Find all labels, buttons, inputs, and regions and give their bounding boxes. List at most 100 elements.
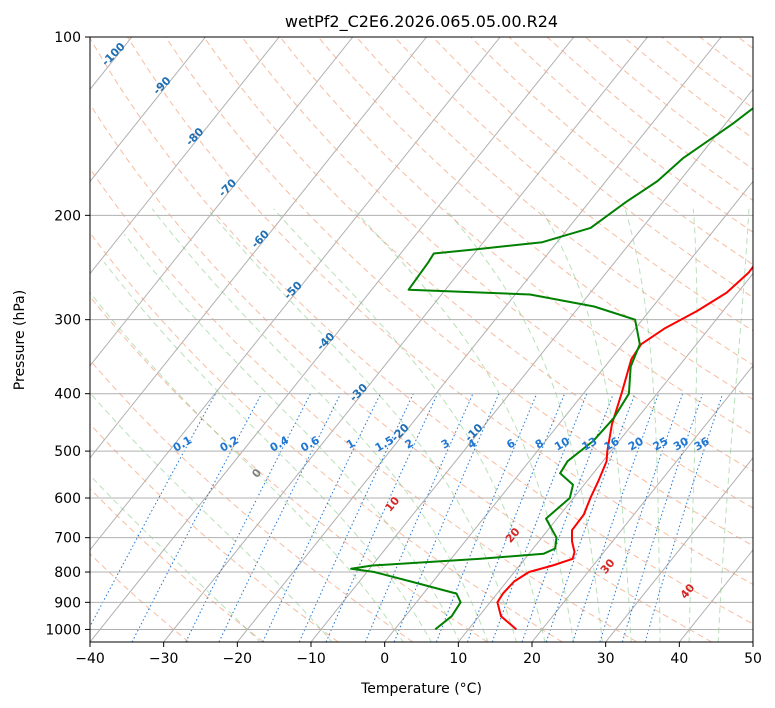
dry-adiabat-line bbox=[127, 37, 753, 586]
moist-adiabat-line bbox=[717, 208, 750, 642]
mixing-ratio-line bbox=[621, 393, 704, 642]
mixing-ratio-line bbox=[467, 393, 566, 642]
moist-adiabat-line bbox=[624, 208, 661, 642]
mixing-ratio-line bbox=[644, 393, 724, 642]
moist-adiabat-line bbox=[90, 392, 333, 642]
dry-adiabat-label: -70 bbox=[216, 176, 239, 199]
y-axis-title: Pressure (hPa) bbox=[12, 290, 28, 390]
isotherm-line bbox=[90, 37, 280, 275]
dry-adiabat-line bbox=[90, 167, 638, 642]
x-tick-label: 0 bbox=[380, 651, 389, 667]
mixing-ratio-line bbox=[491, 393, 588, 642]
dry-adiabat-line bbox=[90, 359, 414, 642]
dry-adiabat-line bbox=[699, 37, 753, 79]
x-tick-label: 20 bbox=[523, 651, 541, 667]
isotherm-line bbox=[90, 37, 501, 551]
y-tick-label: 900 bbox=[54, 595, 81, 611]
mixing-ratio-label: 3 bbox=[439, 437, 452, 452]
x-tick-label: −10 bbox=[296, 651, 326, 667]
y-tick-label: 700 bbox=[54, 531, 81, 547]
isotherm-line bbox=[163, 37, 648, 642]
moist-adiabat-label: 10 bbox=[383, 494, 403, 514]
moist-adiabat-line bbox=[688, 208, 698, 642]
moist-adiabat-line bbox=[273, 208, 546, 642]
dry-adiabat-line bbox=[90, 553, 190, 642]
mixing-ratio-line bbox=[325, 393, 439, 642]
moist-adiabat-line bbox=[444, 208, 603, 642]
mixing-ratio-line bbox=[545, 393, 636, 642]
x-tick-label: 40 bbox=[670, 651, 688, 667]
y-tick-label: 500 bbox=[54, 444, 81, 460]
x-tick-label: −40 bbox=[75, 651, 105, 667]
dry-adiabat-line bbox=[90, 423, 339, 642]
moist-adiabat-line bbox=[103, 261, 432, 642]
moist-adiabat-label: 40 bbox=[678, 581, 698, 601]
plot-frame bbox=[89, 36, 754, 643]
dry-adiabat-line bbox=[90, 37, 753, 625]
y-tick-label: 200 bbox=[54, 208, 81, 224]
moist-adiabat-line bbox=[123, 233, 461, 642]
pressure-gridlines bbox=[90, 37, 753, 630]
dry-adiabat-label: -100 bbox=[99, 40, 128, 69]
dry-adiabat-line bbox=[90, 232, 563, 642]
mixing-ratio-line bbox=[572, 393, 660, 642]
mixing-ratio-line bbox=[599, 393, 684, 642]
moist-adiabat-label: 30 bbox=[598, 556, 618, 576]
dry-adiabat-label: -40 bbox=[314, 330, 337, 353]
isotherm-line bbox=[310, 88, 753, 642]
isotherm-line bbox=[531, 364, 753, 642]
moist-adiabat-line bbox=[352, 208, 575, 642]
isotherm-line bbox=[90, 37, 427, 459]
y-tick-label: 100 bbox=[54, 30, 81, 46]
moist-adiabat-line bbox=[90, 291, 404, 642]
background-lines bbox=[0, 37, 753, 642]
isotherm-line bbox=[90, 37, 206, 183]
isotherm-line bbox=[236, 37, 722, 642]
moist-adiabat-label: 0 bbox=[249, 466, 264, 480]
dry-adiabat-line bbox=[585, 37, 753, 170]
profile-series bbox=[350, 106, 753, 631]
chart-title: wetPf2_C2E6.2026.065.05.00.R24 bbox=[285, 12, 558, 32]
y-tick-label: 600 bbox=[54, 491, 81, 507]
isotherm-line bbox=[752, 641, 753, 642]
isotherm-line bbox=[457, 272, 753, 642]
mixing-ratio-line bbox=[298, 393, 414, 642]
x-axis-title: Temperature (°C) bbox=[360, 681, 482, 697]
dry-adiabat-line bbox=[356, 37, 753, 366]
dry-adiabat-line bbox=[737, 37, 753, 50]
x-tick-label: −30 bbox=[149, 651, 179, 667]
x-tick-label: 30 bbox=[597, 651, 615, 667]
dry-adiabat-label: -30 bbox=[347, 381, 370, 404]
x-tick-label: 10 bbox=[449, 651, 467, 667]
y-tick-label: 800 bbox=[54, 565, 81, 581]
mixing-ratio-line bbox=[435, 393, 538, 642]
dry-adiabat-line bbox=[317, 37, 753, 401]
isotherm-line bbox=[0, 37, 58, 642]
dry-adiabat-line bbox=[90, 295, 488, 642]
dry-adiabat-line bbox=[546, 37, 753, 201]
moist-adiabat-line bbox=[207, 208, 518, 642]
x-tick-label: −20 bbox=[223, 651, 253, 667]
mixing-ratio-line bbox=[364, 393, 474, 642]
isotherm-line bbox=[605, 456, 753, 642]
moist-adiabat-line bbox=[90, 474, 261, 642]
y-tick-label: 300 bbox=[54, 313, 81, 329]
dry-adiabat-line bbox=[394, 37, 753, 332]
y-tick-label: 1000 bbox=[45, 622, 81, 638]
mixing-ratio-line bbox=[131, 393, 262, 642]
y-tick-label: 400 bbox=[54, 387, 81, 403]
mixing-ratio-line bbox=[90, 393, 217, 628]
dry-adiabat-line bbox=[470, 37, 753, 266]
moist-adiabat-label: 20 bbox=[503, 525, 523, 545]
mixing-ratio-line bbox=[262, 393, 381, 642]
dry-adiabat-label: -60 bbox=[249, 227, 272, 250]
isotherm-line bbox=[384, 180, 753, 642]
moist-adiabat-line bbox=[540, 208, 632, 642]
temperature-profile-line bbox=[496, 265, 753, 631]
isotherm-line bbox=[90, 37, 575, 642]
x-axis: −40 −30 −20 −10 0 10 20 30 40 50 bbox=[75, 642, 762, 667]
moist-adiabat-line bbox=[151, 208, 489, 642]
isopleth-labels: 0.1 0.2 0.4 0.6 1 1.5 2 3 4 6 8 10 13 16 20 25 30 36-100-… bbox=[99, 40, 712, 602]
y-axis: 100 200 300 400 500 600 700 800 900 1000 bbox=[45, 30, 90, 638]
